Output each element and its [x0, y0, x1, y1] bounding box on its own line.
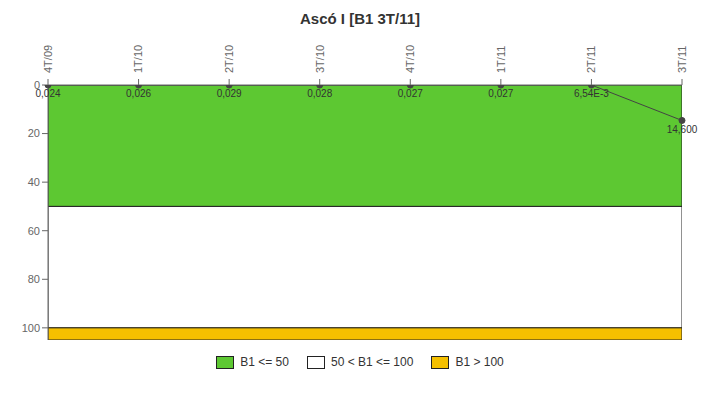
svg-text:20: 20	[28, 127, 40, 139]
html-text:Ascó I [B1 3T/11]: Ascó I [B1 3T/11]	[300, 10, 420, 27]
svg-text:2T/10: 2T/10	[223, 45, 235, 73]
svg-text:14,600: 14,600	[667, 124, 698, 135]
svg-text:0,027: 0,027	[398, 88, 423, 99]
svg-text:80: 80	[28, 273, 40, 285]
svg-text:6,54E-3: 6,54E-3	[574, 88, 609, 99]
svg-text:40: 40	[28, 176, 40, 188]
svg-text:100: 100	[22, 322, 40, 334]
html-text:B1 > 100: B1 > 100	[455, 355, 504, 369]
svg-text:2T/11: 2T/11	[585, 46, 597, 73]
svg-text:1T/11: 1T/11	[495, 46, 507, 73]
html-text:B1 <= 50: B1 <= 50	[240, 355, 289, 369]
svg-text:4T/09: 4T/09	[42, 45, 54, 73]
svg-text:0,024: 0,024	[35, 88, 60, 99]
svg-text:1T/10: 1T/10	[132, 45, 144, 73]
svg-text:0,029: 0,029	[217, 88, 242, 99]
html-text:50 < B1 <= 100: 50 < B1 <= 100	[331, 355, 414, 369]
svg-text:3T/10: 3T/10	[314, 45, 326, 73]
svg-text:0,028: 0,028	[307, 88, 332, 99]
svg-text:60: 60	[28, 225, 40, 237]
svg-text:0,026: 0,026	[126, 88, 151, 99]
svg-text:0: 0	[33, 78, 40, 91]
svg-text:3T/11: 3T/11	[676, 46, 688, 73]
svg-text:0,027: 0,027	[488, 88, 513, 99]
svg-text:4T/10: 4T/10	[404, 45, 416, 73]
